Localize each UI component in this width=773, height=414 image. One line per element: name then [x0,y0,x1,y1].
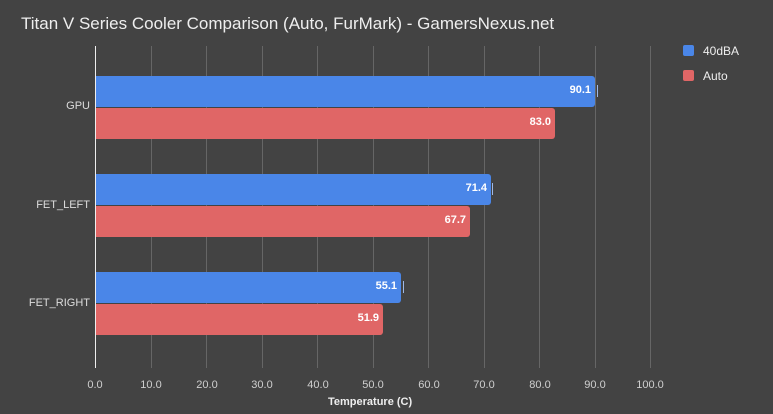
x-tick: 90.0 [584,379,606,391]
x-tick: 70.0 [473,379,495,391]
bar-gpu-40dba: 90.1 [95,76,598,107]
x-tick: 100.0 [636,379,664,391]
data-label: 90.1 [569,84,591,96]
data-label: 55.1 [375,280,397,292]
legend-item-auto: Auto [683,67,728,85]
bar-fet-right-40dba: 55.1 [95,272,404,303]
data-label: 83.0 [529,116,551,128]
x-tick: 30.0 [251,379,273,391]
bar-fet-right-auto: 51.9 [95,304,383,335]
x-axis-label: Temperature (C) [328,396,413,408]
x-tick: 60.0 [418,379,440,391]
bar-gpu-auto: 83.0 [95,108,555,139]
x-tick: 50.0 [362,379,384,391]
x-tick: 0.0 [87,379,103,391]
legend-swatch-40dba [683,45,694,57]
category-label-fet-right: FET_RIGHT [28,297,90,309]
chart-title: Titan V Series Cooler Comparison (Auto, … [21,14,555,33]
data-label: 67.7 [444,214,466,226]
legend-label: Auto [703,68,728,83]
legend-item-40dba: 40dBA [683,42,739,60]
x-tick: 20.0 [196,379,218,391]
bar-fet-left-40dba: 71.4 [95,174,493,205]
category-label-fet-left: FET_LEFT [36,199,90,211]
legend-label: 40dBA [703,43,740,58]
x-tick: 80.0 [529,379,551,391]
plot-area: 90.1 83.0 71.4 67.7 55.1 51.9 [95,46,655,368]
category-label-gpu: GPU [66,100,90,112]
x-tick: 10.0 [140,379,162,391]
legend-swatch-auto [683,70,694,82]
bar-fet-left-auto: 67.7 [95,206,470,237]
data-label: 71.4 [465,182,487,194]
x-tick: 40.0 [307,379,329,391]
data-label: 51.9 [357,312,379,324]
